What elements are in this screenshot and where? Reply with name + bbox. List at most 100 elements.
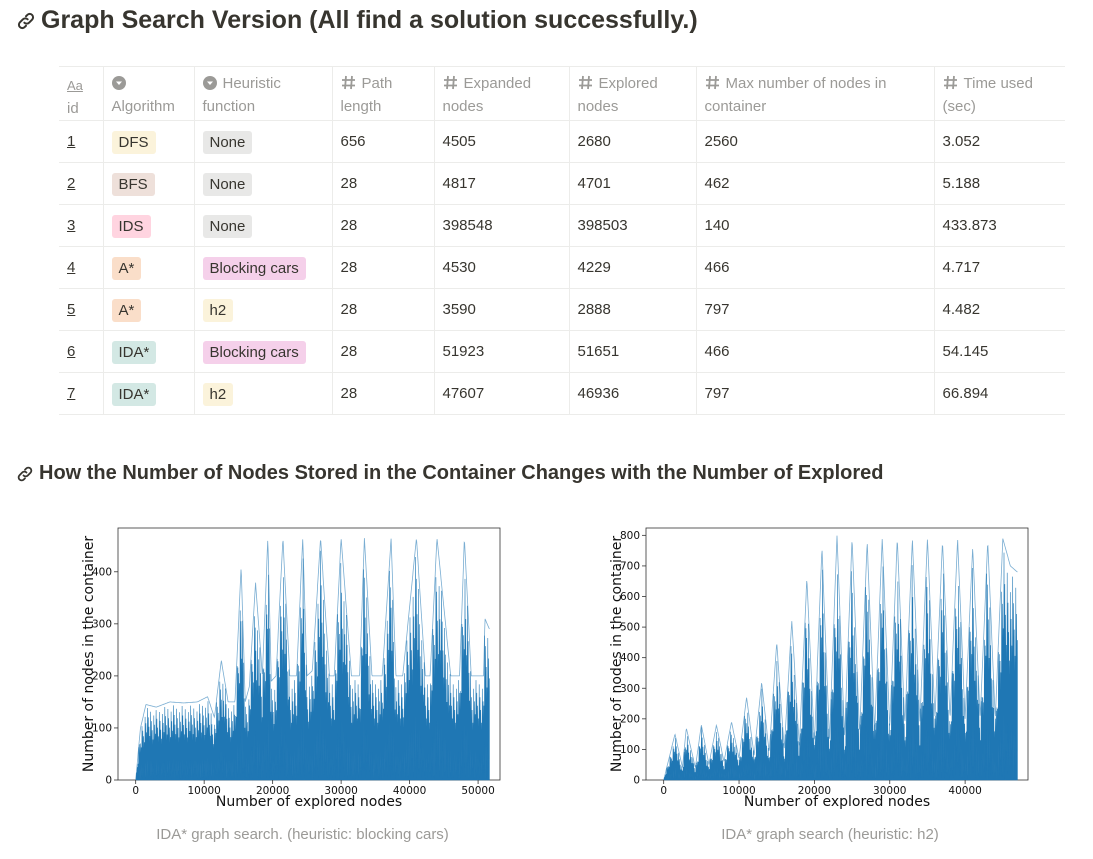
explored-cell: 2680 [569, 120, 697, 163]
path-length-cell: 28 [332, 246, 435, 289]
path-length-cell: 28 [332, 162, 435, 205]
row-id-link[interactable]: 1 [59, 120, 104, 163]
time-cell: 54.145 [934, 330, 1065, 373]
x-tick-label: 30000 [324, 785, 357, 797]
expanded-cell: 51923 [434, 330, 570, 373]
row-id-link[interactable]: 6 [59, 330, 104, 373]
algorithm-cell: IDS [103, 204, 195, 247]
row-id-link[interactable]: 3 [59, 204, 104, 247]
column-header-expanded[interactable]: Expanded nodes [434, 66, 570, 121]
expanded-cell: 4817 [434, 162, 570, 205]
path-length-cell: 656 [332, 120, 435, 163]
explored-cell: 398503 [569, 204, 697, 247]
heuristic-cell: Blocking cars [194, 330, 333, 373]
column-label: Expanded nodes [442, 75, 532, 115]
column-header-time[interactable]: Time used (sec) [934, 66, 1065, 121]
path-length-cell: 28 [332, 204, 435, 247]
algorithm-tag: IDA* [111, 340, 157, 364]
column-header-path-length[interactable]: Path length [332, 66, 435, 121]
column-header-heuristic[interactable]: Heuristic function [194, 66, 333, 121]
x-tick-label: 40000 [393, 785, 426, 797]
expanded-cell: 47607 [434, 372, 570, 415]
table-header-row: Aa id Algorithm Heuristic function Path … [59, 66, 1065, 121]
title-icon: Aa [67, 78, 83, 93]
algorithm-cell: IDA* [103, 330, 195, 373]
section-title: Graph Search Version (All find a solutio… [41, 6, 698, 34]
column-label: Explored nodes [577, 75, 658, 115]
column-label: Max number of nodes in container [704, 75, 887, 115]
column-header-algorithm[interactable]: Algorithm [103, 66, 195, 121]
heuristic-tag: Blocking cars [202, 256, 306, 280]
max-nodes-cell: 2560 [696, 120, 935, 163]
number-icon [578, 75, 592, 90]
algorithm-cell: A* [103, 246, 195, 289]
row-id-link[interactable]: 7 [59, 372, 104, 415]
table-row[interactable]: 6 IDA* Blocking cars 28 51923 51651 466 … [59, 330, 1065, 373]
heuristic-tag: None [202, 130, 253, 154]
x-axis-label: Number of explored nodes [744, 794, 930, 810]
link-icon[interactable] [16, 465, 34, 483]
number-icon [943, 75, 957, 90]
column-header-explored[interactable]: Explored nodes [569, 66, 697, 121]
y-tick-label: 0 [633, 775, 640, 787]
y-axis-label: Number of nodes in the container [609, 536, 625, 773]
algorithm-tag: IDS [111, 214, 151, 238]
number-icon [443, 75, 457, 90]
heuristic-cell: None [194, 204, 333, 247]
series-envelope [135, 538, 490, 781]
y-tick-label: 300 [92, 618, 112, 630]
chart-blocking-cars: 0 10000 20000 30000 40000 500000100200300400N… [81, 527, 501, 810]
heuristic-tag: h2 [202, 298, 234, 322]
number-icon [341, 75, 355, 90]
time-cell: 4.717 [934, 246, 1065, 289]
table-row[interactable]: 4 A* Blocking cars 28 4530 4229 466 4.71… [59, 246, 1065, 289]
algorithm-tag: A* [111, 298, 142, 322]
y-tick-label: 400 [92, 566, 112, 578]
table-row[interactable]: 7 IDA* h2 28 47607 46936 797 66.894 [59, 372, 1065, 415]
column-header-id[interactable]: Aa id [59, 66, 104, 121]
table-row[interactable]: 2 BFS None 28 4817 4701 462 5.188 [59, 162, 1065, 205]
series-area [135, 538, 490, 781]
row-id-link[interactable]: 4 [59, 246, 104, 289]
row-id-link[interactable]: 2 [59, 162, 104, 205]
max-nodes-cell: 466 [696, 330, 935, 373]
path-length-cell: 28 [332, 330, 435, 373]
section-heading-container-nodes: How the Number of Nodes Stored in the Co… [16, 462, 884, 485]
max-nodes-cell: 462 [696, 162, 935, 205]
column-header-max-nodes[interactable]: Max number of nodes in container [696, 66, 935, 121]
explored-cell: 51651 [569, 330, 697, 373]
heuristic-tag: None [202, 214, 253, 238]
y-tick-label: 400 [620, 652, 640, 664]
heuristic-tag: Blocking cars [202, 340, 306, 364]
y-tick-label: 600 [620, 591, 640, 603]
algorithm-cell: BFS [103, 162, 195, 205]
algorithm-cell: IDA* [103, 372, 195, 415]
time-cell: 5.188 [934, 162, 1065, 205]
select-icon [111, 76, 126, 90]
x-tick-label: 40000 [948, 785, 981, 797]
section-title: How the Number of Nodes Stored in the Co… [39, 462, 884, 484]
explored-cell: 4229 [569, 246, 697, 289]
x-tick-label: 10000 [187, 785, 220, 797]
table-row[interactable]: 5 A* h2 28 3590 2888 797 4.482 [59, 288, 1065, 331]
section-heading-graph-search: Graph Search Version (All find a solutio… [16, 6, 698, 35]
y-tick-label: 500 [620, 622, 640, 634]
column-label: Algorithm [111, 98, 175, 115]
algorithm-tag: A* [111, 256, 142, 280]
x-tick-label: 50000 [461, 785, 494, 797]
path-length-cell: 28 [332, 372, 435, 415]
row-id-link[interactable]: 5 [59, 288, 104, 331]
y-tick-label: 300 [620, 683, 640, 695]
results-table: Aa id Algorithm Heuristic function Path … [59, 66, 1065, 415]
table-row[interactable]: 1 DFS None 656 4505 2680 2560 3.052 [59, 120, 1065, 163]
max-nodes-cell: 797 [696, 372, 935, 415]
column-label: Heuristic function [202, 75, 281, 115]
algorithm-cell: A* [103, 288, 195, 331]
x-tick-label: 0 [660, 785, 667, 797]
y-tick-label: 200 [92, 670, 112, 682]
y-tick-label: 800 [620, 530, 640, 542]
max-nodes-cell: 140 [696, 204, 935, 247]
link-icon[interactable] [16, 11, 36, 31]
y-axis-label: Number of nodes in the container [81, 536, 97, 773]
table-row[interactable]: 3 IDS None 28 398548 398503 140 433.873 [59, 204, 1065, 247]
